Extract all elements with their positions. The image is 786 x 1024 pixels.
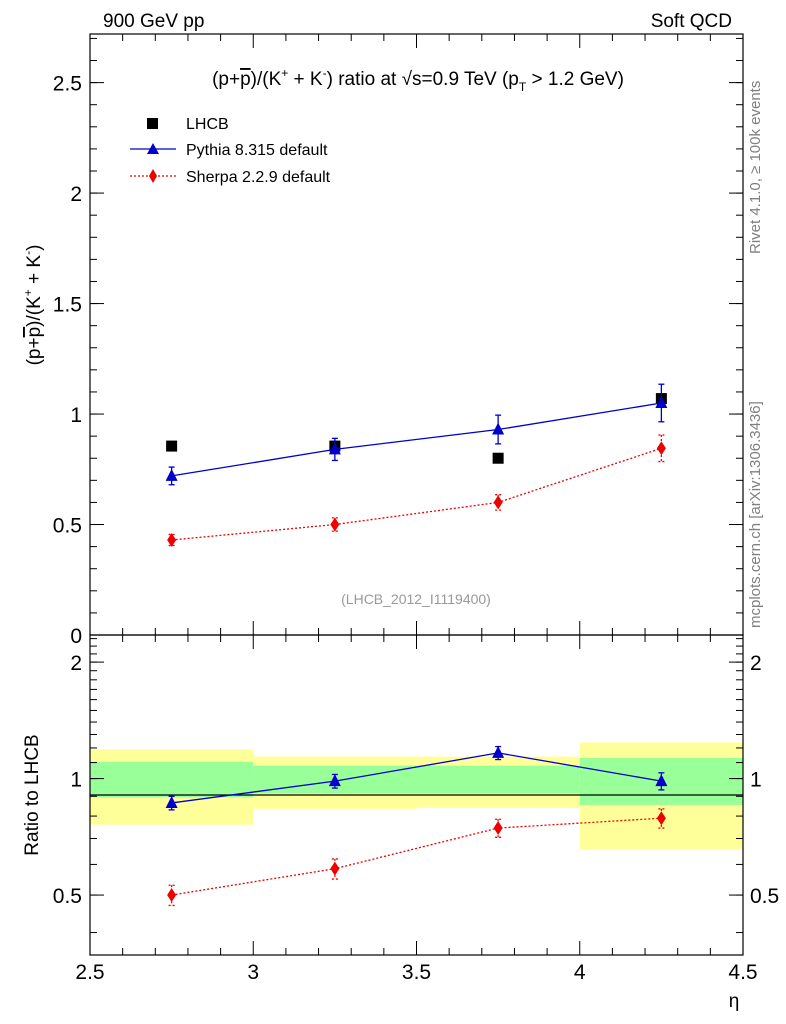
data-point-square xyxy=(492,452,504,464)
ratio-y-tick-label-right: 2 xyxy=(750,652,762,675)
y-tick-label: 1.5 xyxy=(53,294,82,317)
x-tick-label: 3.5 xyxy=(402,961,431,984)
title-part: > 1.2 GeV) xyxy=(526,69,624,90)
legend-entry-pythia: Pythia 8.315 default xyxy=(130,142,328,159)
y-tick-label: 1 xyxy=(70,404,82,427)
data-point-diamond xyxy=(493,821,503,836)
rivet-label: Rivet 4.1.0, ≥ 100k events xyxy=(747,81,764,254)
x-tick-label: 4.5 xyxy=(728,961,757,984)
title-part: s=0.9 TeV (p xyxy=(412,69,519,90)
data-point-triangle xyxy=(328,442,341,455)
title-part: )/(K xyxy=(251,69,282,90)
y-tick-label: 2.5 xyxy=(53,73,82,96)
legend-marker-triangle xyxy=(147,143,159,154)
y-tick-label: 0.5 xyxy=(53,515,82,538)
data-point-diamond xyxy=(167,888,177,903)
uncertainty-band-inner xyxy=(416,765,580,794)
data-point-square xyxy=(166,440,178,452)
data-point-diamond xyxy=(167,532,177,547)
ratio-series-layer xyxy=(165,745,668,907)
series-line xyxy=(171,752,662,804)
analysis-label: (LHCB_2012_I1119400) xyxy=(341,591,491,607)
title-part: + K xyxy=(288,69,323,90)
x-axis-label: η xyxy=(729,991,740,1012)
legend-entry-lhcb: LHCB xyxy=(147,116,229,133)
legend-label: Sherpa 2.2.9 default xyxy=(186,169,331,186)
data-point-triangle xyxy=(165,468,178,481)
main-panel: 0 0.5 1 1.5 2 2.5 (p+p)/(K+ + K-) ratio at √s… xyxy=(21,33,744,648)
data-point-triangle xyxy=(328,774,341,787)
legend-label: Pythia 8.315 default xyxy=(186,142,328,159)
title-part: ) ratio at xyxy=(327,69,402,90)
data-point-diamond xyxy=(656,811,666,826)
legend-entry-sherpa: Sherpa 2.2.9 default xyxy=(130,169,331,186)
ratio-ylabel: Ratio to LHCB xyxy=(22,734,43,855)
series-line xyxy=(171,447,662,541)
title-part: (p+ xyxy=(212,69,240,90)
series-line xyxy=(171,817,662,896)
ratio-y-tick-label: 2 xyxy=(70,652,82,675)
ratio-y-tick-label-right: 1 xyxy=(750,769,762,792)
title-pt-sub: T xyxy=(519,80,527,94)
data-point-diamond xyxy=(330,517,340,532)
legend-label: LHCB xyxy=(186,116,229,133)
header-left: 900 GeV pp xyxy=(103,11,204,32)
ratio-y-tick-label: 1 xyxy=(70,769,82,792)
legend: LHCB Pythia 8.315 default Sherpa 2.2.9 d… xyxy=(130,116,331,186)
legend-marker-square xyxy=(147,118,158,129)
data-point-diamond xyxy=(656,441,666,456)
x-tick-label: 3 xyxy=(247,961,259,984)
main-tick-layer: 0 0.5 1 1.5 2 2.5 xyxy=(53,34,744,648)
ratio-y-tick-label: 0.5 xyxy=(53,885,82,908)
title-kplus: + xyxy=(281,66,288,80)
data-point-diamond xyxy=(493,495,503,510)
main-series-layer xyxy=(165,383,668,547)
data-point-triangle xyxy=(165,795,178,808)
data-point-diamond xyxy=(330,861,340,876)
ratio-band-layer xyxy=(90,742,743,850)
legend-marker-diamond xyxy=(149,169,157,183)
data-point-triangle xyxy=(655,395,668,408)
x-tick-label: 2.5 xyxy=(75,961,104,984)
header-right: Soft QCD xyxy=(651,11,732,32)
ratio-y-tick-label-right: 0.5 xyxy=(750,885,779,908)
title-pbar: p xyxy=(240,69,251,90)
series-line xyxy=(171,402,662,477)
y-tick-label: 0 xyxy=(70,625,82,648)
x-tick-label: 4 xyxy=(574,961,586,984)
y-tick-label: 2 xyxy=(70,183,82,206)
title-kminus: - xyxy=(323,66,327,80)
mcplots-label: mcplots.cern.ch [arXiv:1306.3436] xyxy=(747,401,764,628)
title-sqrt: √ xyxy=(402,69,413,90)
main-title: (p+p)/(K+ + K-) ratio at √s=0.9 TeV (pT … xyxy=(212,66,624,94)
data-point-triangle xyxy=(655,774,668,787)
main-ylabel: (p+p)/(K+ + K-) xyxy=(21,245,45,366)
ratio-panel: 0.5 0.5 1 1 2 2 2.5 3 3.5 4 4.5 Ratio to LHCB η xyxy=(22,634,779,1012)
data-point-triangle xyxy=(492,745,505,758)
data-point-triangle xyxy=(492,422,505,435)
uncertainty-band-inner xyxy=(90,761,254,798)
ratio-tick-layer: 0.5 0.5 1 1 2 2 2.5 3 3.5 4 4.5 xyxy=(53,635,779,984)
